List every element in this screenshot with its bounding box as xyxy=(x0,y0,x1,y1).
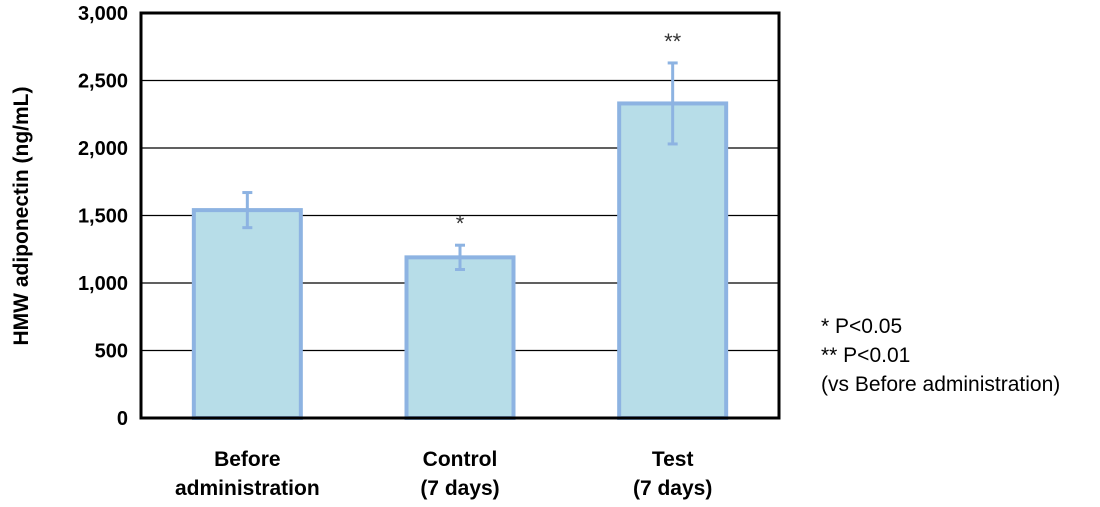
category-label: (7 days) xyxy=(633,477,712,500)
significance-marker: * xyxy=(456,211,465,236)
category-label: (7 days) xyxy=(420,477,499,500)
y-tick-label: 1,500 xyxy=(78,206,128,228)
bar xyxy=(404,255,516,420)
significance-markers: *** xyxy=(456,29,682,236)
bar xyxy=(617,101,729,420)
y-tick-label: 1,000 xyxy=(78,273,128,295)
y-tick-label: 3,000 xyxy=(78,3,128,25)
category-label: Control xyxy=(423,448,498,471)
y-tick-labels: 0 500 1,000 1,500 2,000 2,500 3,000 xyxy=(78,3,128,430)
y-axis-label: HMW adiponectin (ng/mL) xyxy=(10,87,33,346)
category-label: administration xyxy=(175,477,320,500)
y-tick-label: 2,000 xyxy=(78,138,128,160)
category-labels: Before administration Control (7 days) Test (… xyxy=(175,448,712,500)
y-tick-label: 500 xyxy=(95,341,128,363)
significance-note: * P<0.05 xyxy=(821,315,902,338)
y-tick-label: 2,500 xyxy=(78,71,128,93)
significance-legend: * P<0.05 ** P<0.01 (vs Before administrati… xyxy=(821,315,1060,396)
significance-marker: ** xyxy=(664,29,682,54)
y-tick-label: 0 xyxy=(117,408,128,430)
category-label: Test xyxy=(652,448,694,471)
category-label: Before xyxy=(214,448,281,471)
significance-note: ** P<0.01 xyxy=(821,344,910,367)
error-bars xyxy=(242,61,678,271)
bar xyxy=(191,208,303,420)
significance-note: (vs Before administration) xyxy=(821,373,1060,396)
plot-frame xyxy=(139,11,781,420)
